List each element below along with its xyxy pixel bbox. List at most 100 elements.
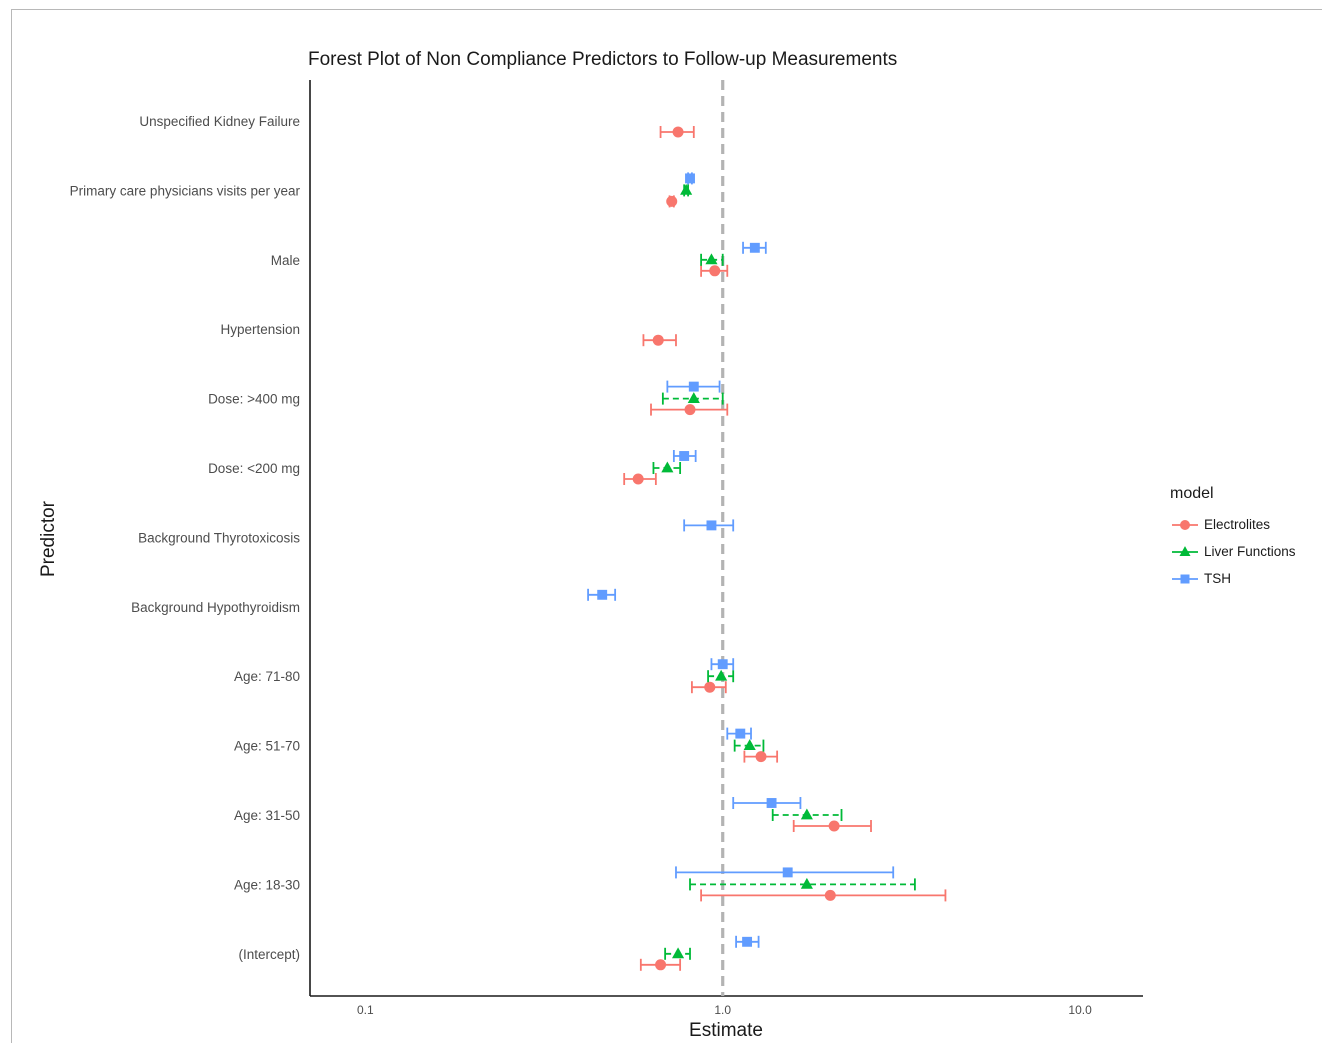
- y-tick-label: Age: 71-80: [234, 669, 300, 684]
- point-marker: [666, 195, 678, 207]
- y-tick-label: Background Hypothyroidism: [131, 600, 300, 615]
- estimate-point: [652, 461, 682, 474]
- point-marker: [661, 461, 674, 473]
- estimate-point: [771, 808, 843, 821]
- estimate-point: [672, 450, 697, 462]
- point-marker: [743, 739, 756, 750]
- series-group: [623, 126, 947, 971]
- estimate-point: [691, 681, 727, 694]
- y-axis-label: Predictor: [38, 500, 59, 577]
- legend-item: Electrolites: [1170, 511, 1296, 538]
- estimate-point: [710, 658, 735, 671]
- legend-label: TSH: [1204, 571, 1231, 586]
- point-marker: [715, 669, 728, 681]
- y-tick-labels: Unspecified Kidney Failure Primary care p…: [70, 114, 301, 962]
- estimate-point: [661, 392, 724, 405]
- legend-key: [1172, 574, 1198, 583]
- estimate-point: [659, 126, 695, 138]
- point-marker: [800, 808, 813, 820]
- plot-marks: [587, 126, 947, 971]
- x-tick-label: 10.0: [1068, 1003, 1092, 1017]
- point-marker: [687, 392, 700, 403]
- estimate-point: [623, 473, 657, 485]
- point-marker: [685, 173, 695, 184]
- point-marker: [800, 877, 813, 889]
- x-axis-label: Estimate: [689, 1020, 763, 1041]
- y-tick-label: Male: [271, 253, 300, 268]
- legend-key: [1172, 545, 1198, 556]
- point-marker: [742, 936, 753, 947]
- x-tick-label: 1.0: [714, 1003, 731, 1017]
- point-marker: [680, 183, 693, 195]
- estimate-point: [700, 889, 947, 902]
- legend-key: [1172, 519, 1198, 530]
- estimate-point: [742, 241, 767, 254]
- estimate-point: [666, 380, 721, 393]
- point-marker: [672, 126, 684, 138]
- estimate-point: [683, 519, 735, 532]
- point-marker: [684, 404, 696, 416]
- series-group: [587, 172, 895, 948]
- estimate-point: [707, 669, 735, 683]
- estimate-point: [700, 264, 729, 277]
- estimate-point: [792, 820, 872, 832]
- legend-label: Electrolites: [1204, 517, 1271, 532]
- x-tick-label: 0.1: [357, 1003, 374, 1017]
- y-tick-label: Unspecified Kidney Failure: [139, 114, 300, 129]
- estimate-point: [732, 797, 802, 809]
- point-marker: [706, 520, 717, 531]
- axes: [309, 80, 1143, 997]
- y-tick-label: Dose: <200 mg: [208, 461, 300, 476]
- estimate-point: [685, 172, 695, 185]
- point-marker: [766, 798, 777, 808]
- point-marker: [679, 451, 690, 461]
- point-marker: [672, 947, 685, 959]
- estimate-point: [735, 935, 760, 948]
- legend-item: TSH: [1170, 565, 1296, 592]
- estimate-point: [733, 739, 765, 752]
- estimate-point: [642, 334, 677, 347]
- y-tick-label: Age: 18-30: [234, 877, 300, 892]
- x-tick-labels: 0.1 1.0 10.0: [357, 1003, 1092, 1017]
- estimate-point: [680, 183, 693, 197]
- point-marker: [705, 253, 718, 265]
- point-marker: [709, 265, 721, 277]
- estimate-point: [650, 403, 729, 416]
- y-tick-label: Dose: >400 mg: [208, 392, 300, 407]
- point-marker: [749, 242, 760, 253]
- estimate-point: [743, 750, 779, 763]
- legend-title: model: [1170, 485, 1214, 502]
- point-marker: [824, 889, 836, 901]
- y-tick-label: Age: 31-50: [234, 808, 300, 823]
- y-tick-label: Hypertension: [220, 322, 300, 337]
- point-marker: [717, 659, 728, 670]
- point-marker: [782, 867, 793, 878]
- estimate-point: [689, 877, 916, 891]
- legend-item: Liver Functions: [1170, 538, 1296, 565]
- point-marker: [704, 681, 716, 693]
- estimate-point: [700, 253, 724, 266]
- point-marker: [755, 751, 767, 763]
- estimate-point: [726, 727, 752, 740]
- chart-title: Forest Plot of Non Compliance Predictors…: [308, 49, 898, 70]
- legend-items: Electrolites Liver Functions TSH: [1170, 511, 1296, 592]
- estimate-point: [666, 195, 678, 208]
- point-marker: [655, 959, 667, 971]
- point-marker: [828, 820, 840, 832]
- legend-label: Liver Functions: [1204, 544, 1296, 559]
- estimate-point: [664, 947, 691, 960]
- estimate-point: [639, 958, 682, 971]
- estimate-point: [587, 588, 617, 601]
- point-marker: [1179, 545, 1191, 556]
- series-group: [652, 183, 916, 960]
- point-marker: [688, 381, 699, 392]
- point-marker: [735, 728, 746, 739]
- point-marker: [652, 334, 664, 346]
- y-tick-label: (Intercept): [238, 947, 300, 962]
- figure-frame: [11, 9, 1322, 1043]
- y-tick-label: Background Thyrotoxicosis: [138, 530, 300, 545]
- legend: model Electrolites Liver Functions TSH: [1170, 485, 1296, 592]
- y-tick-label: Primary care physicians visits per year: [70, 183, 301, 198]
- point-marker: [1180, 574, 1190, 583]
